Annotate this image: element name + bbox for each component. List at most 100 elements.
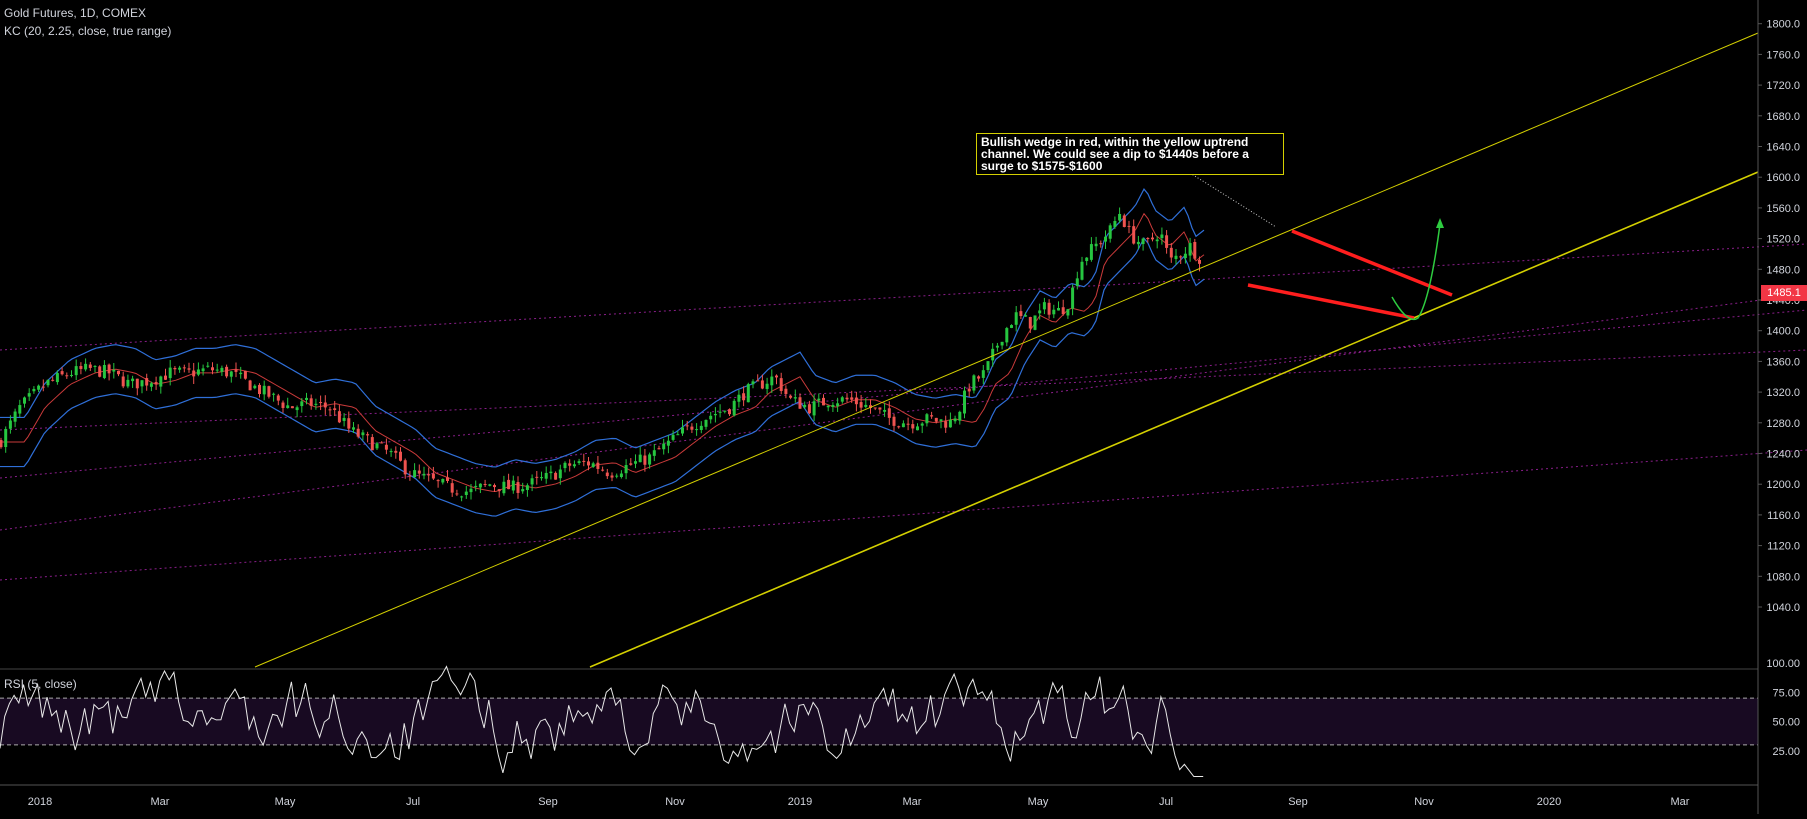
candle-body — [596, 462, 600, 469]
candle-body — [399, 451, 402, 461]
candle-body — [854, 397, 858, 405]
candle-body — [1080, 261, 1084, 280]
candle-body — [1071, 287, 1075, 309]
candle-body — [187, 368, 191, 370]
candle-body — [525, 485, 529, 490]
time-tick-label: 2018 — [28, 796, 52, 808]
candle-body — [1024, 315, 1028, 317]
legend-rsi: RSI (5, close) — [4, 677, 77, 691]
candle-body — [709, 415, 713, 420]
candle-body — [840, 397, 844, 402]
time-tick-label: 2020 — [1537, 796, 1561, 808]
candle-body — [629, 463, 633, 465]
price-tick-label: 1760.0 — [1766, 49, 1800, 61]
candle-body — [883, 409, 887, 412]
candle-body — [723, 410, 727, 412]
candle-body — [1061, 307, 1065, 315]
candle-body — [131, 378, 135, 382]
candle-body — [370, 437, 374, 451]
candle-body — [319, 402, 323, 404]
rsi-tick-label: 100.00 — [1766, 658, 1800, 670]
candle-body — [836, 403, 840, 407]
candle-body — [1028, 317, 1032, 329]
candle-body — [728, 409, 731, 415]
candle-body — [732, 400, 736, 416]
candle-body — [760, 380, 764, 389]
candle-body — [182, 367, 186, 369]
projection-path — [1391, 223, 1441, 321]
candle-body — [1113, 220, 1117, 228]
candle-body — [845, 397, 849, 400]
candle-body — [958, 411, 962, 421]
candle-body — [253, 385, 257, 389]
candle-body — [549, 471, 553, 474]
candle-body — [93, 365, 97, 367]
time-tick-label: Nov — [1414, 796, 1434, 808]
price-tick-label: 1040.0 — [1766, 602, 1800, 614]
candle-body — [967, 388, 971, 392]
annotation-pointer — [1189, 172, 1277, 228]
candle-body — [18, 405, 22, 414]
annotation-note[interactable]: Bullish wedge in red, within the yellow … — [976, 133, 1284, 175]
candle-body — [154, 382, 158, 385]
candle-body — [535, 476, 539, 478]
candle-body — [98, 366, 102, 377]
candle-body — [591, 463, 595, 467]
candle-body — [305, 397, 308, 400]
candle-body — [1094, 243, 1098, 247]
candle-body — [502, 481, 506, 494]
time-tick-label: Sep — [1288, 796, 1308, 808]
candle-body — [8, 420, 12, 429]
candle-body — [488, 484, 492, 486]
candle-body — [323, 402, 327, 408]
candle-body — [41, 386, 45, 388]
candle-body — [963, 390, 966, 414]
channel-lower-line — [589, 171, 1759, 668]
candle-body — [544, 472, 548, 479]
kc-basis — [0, 212, 1205, 492]
candle-body — [192, 370, 196, 377]
candle-body — [408, 475, 412, 477]
candle-body — [939, 419, 943, 421]
price-tick-label: 1080.0 — [1766, 571, 1800, 583]
candle-body — [145, 378, 149, 386]
candle-body — [225, 366, 229, 377]
candle-body — [995, 345, 999, 348]
candle-body — [765, 383, 769, 389]
candle-body — [243, 370, 247, 379]
candle-body — [756, 380, 760, 382]
candle-body — [112, 369, 116, 372]
candle-body — [201, 368, 205, 372]
candle-body — [864, 404, 868, 407]
candle-body — [1038, 310, 1042, 314]
candle-body — [1136, 241, 1140, 245]
candle-body — [638, 454, 642, 463]
candle-body — [220, 367, 224, 372]
candle-body — [1085, 257, 1089, 262]
candle-body — [178, 367, 182, 370]
time-tick-label: Jul — [406, 796, 420, 808]
candle-body — [46, 379, 50, 386]
candle-body — [168, 367, 172, 379]
candle-body — [422, 473, 426, 476]
candle-body — [737, 394, 741, 402]
candle-body — [1169, 247, 1173, 258]
candle-body — [1174, 255, 1178, 259]
candle-body — [713, 413, 717, 416]
candle-body — [300, 401, 304, 407]
drawings[interactable] — [254, 32, 1759, 668]
candle-body — [1066, 309, 1070, 316]
candle-body — [4, 428, 8, 448]
candle-body — [775, 375, 778, 378]
candle-body — [446, 477, 449, 481]
candle-body — [850, 397, 854, 400]
rsi-pane[interactable] — [0, 665, 1758, 777]
candle-body — [869, 405, 872, 409]
candle-body — [516, 482, 520, 493]
candle-body — [102, 364, 106, 379]
candle-body — [676, 434, 680, 436]
candle-body — [0, 440, 3, 448]
candle-body — [587, 461, 590, 466]
